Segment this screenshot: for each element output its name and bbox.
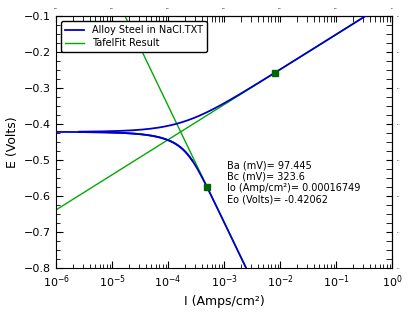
X-axis label: I (Amps/cm²): I (Amps/cm²) xyxy=(184,295,264,308)
Text: Ba (mV)= 97.445
Bc (mV)= 323.6
Io (Amp/cm²)= 0.00016749
Eo (Volts)= -0.42062: Ba (mV)= 97.445 Bc (mV)= 323.6 Io (Amp/c… xyxy=(228,160,361,205)
Legend: Alloy Steel in NaCl.TXT, TafelFit Result: Alloy Steel in NaCl.TXT, TafelFit Result xyxy=(61,21,207,52)
Y-axis label: E (Volts): E (Volts) xyxy=(6,116,18,168)
